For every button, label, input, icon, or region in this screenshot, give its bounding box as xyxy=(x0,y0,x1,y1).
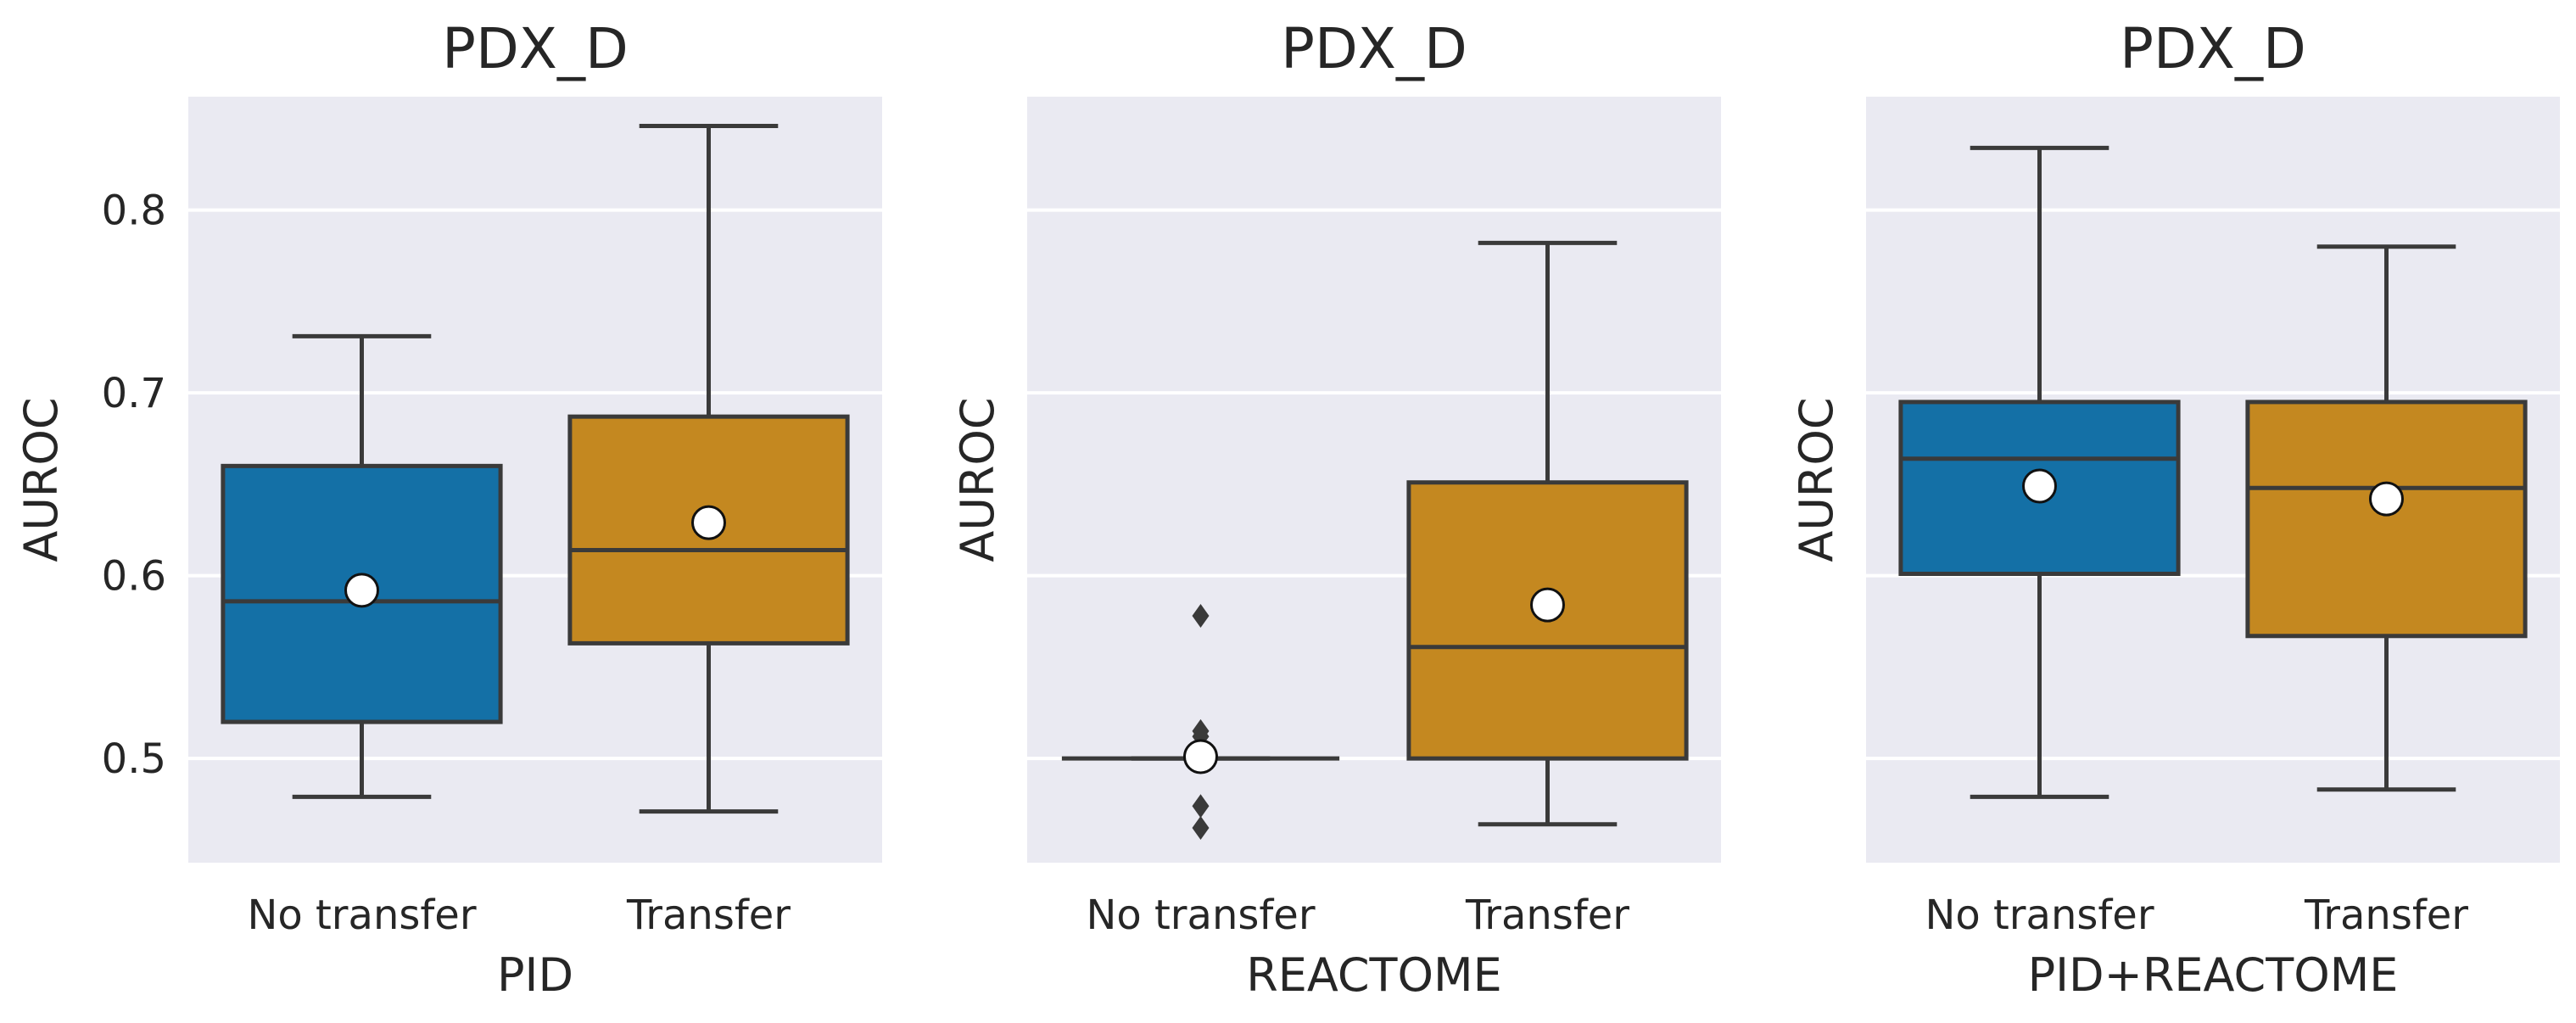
x-axis-label: PID xyxy=(497,948,573,1002)
y-axis-label: AUROC xyxy=(1790,397,1843,562)
x-tick-label: No transfer xyxy=(1086,892,1315,939)
x-axis-label: REACTOME xyxy=(1246,948,1502,1002)
x-axis-label: PID+REACTOME xyxy=(2028,948,2399,1002)
y-tick-label: 0.5 xyxy=(102,735,166,783)
panel-title: PDX_D xyxy=(2120,16,2306,81)
y-tick-label: 0.8 xyxy=(102,187,166,235)
y-axis-label: AUROC xyxy=(951,397,1004,562)
x-tick-label: No transfer xyxy=(247,892,476,939)
x-tick-label: Transfer xyxy=(2304,892,2468,939)
outlier-marker xyxy=(1192,604,1210,629)
panel-title: PDX_D xyxy=(1281,16,1467,81)
panel-2: No transfer Transfer PDX_D REACTOME AUROC xyxy=(951,16,1721,1002)
box-body xyxy=(2245,400,2528,639)
box-1 xyxy=(1061,604,1340,841)
mean-marker xyxy=(1183,739,1218,774)
mean-marker xyxy=(2369,481,2404,517)
box-2 xyxy=(1406,240,1689,827)
panel-1: 0.5 0.6 0.7 0.8 No transfer Transfer PDX_D PID A… xyxy=(14,16,882,1002)
box-1 xyxy=(221,333,503,799)
x-tick-label: Transfer xyxy=(1465,892,1629,939)
outlier-marker xyxy=(1192,816,1210,841)
y-axis-label: AUROC xyxy=(14,397,68,562)
mean-marker xyxy=(1530,587,1565,623)
box-1 xyxy=(1898,145,2181,799)
mean-marker xyxy=(2022,468,2057,504)
panel-3: No transfer Transfer PDX_D PID+REACTOME AURO… xyxy=(1790,16,2560,1002)
x-tick-label: Transfer xyxy=(626,892,791,939)
x-tick-label: No transfer xyxy=(1925,892,2154,939)
mean-marker xyxy=(691,505,726,540)
mean-marker xyxy=(344,573,379,608)
box-2 xyxy=(2245,244,2528,792)
y-tick-label: 0.6 xyxy=(102,553,166,601)
panel-title: PDX_D xyxy=(442,16,629,81)
outlier-marker xyxy=(1192,794,1210,819)
box-2 xyxy=(567,123,850,814)
y-tick-label: 0.7 xyxy=(102,370,166,417)
